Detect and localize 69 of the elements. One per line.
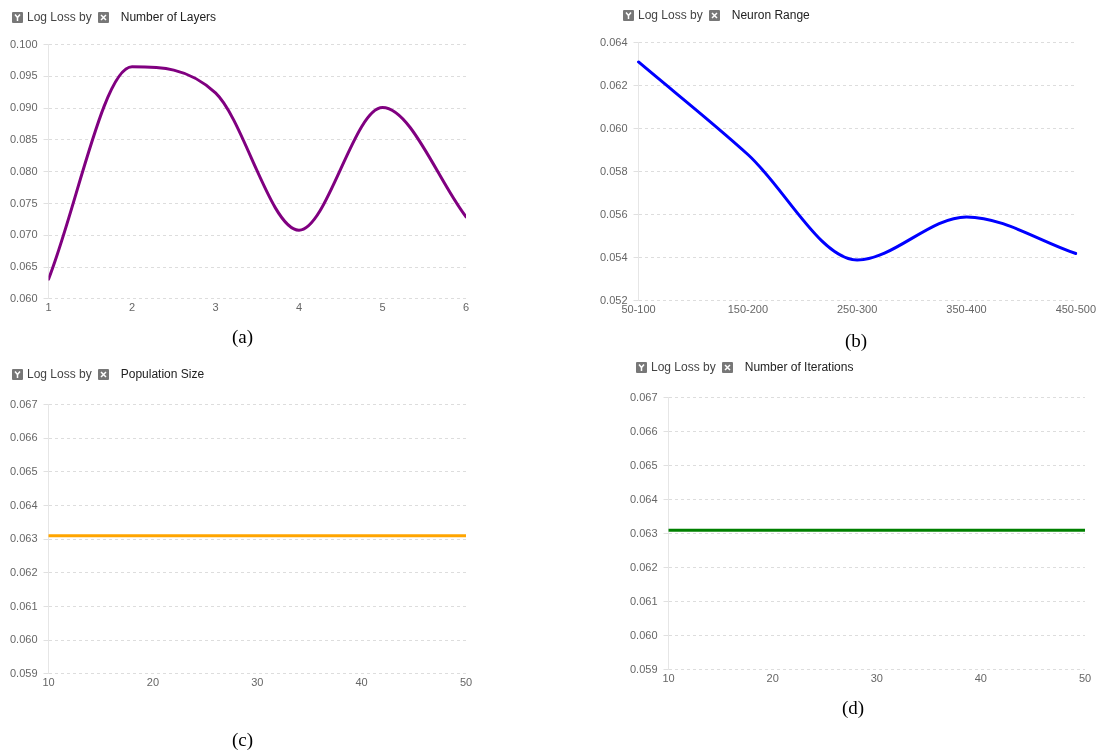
y-tick-label: 0.058: [600, 164, 628, 177]
x-axis-title: Neuron Range: [731, 8, 810, 22]
y-tick-label: 0.059: [10, 666, 38, 679]
x-tick-label: 2: [128, 301, 136, 314]
y-tick-label: 0.065: [10, 260, 38, 273]
x-tick-label: 150-200: [727, 303, 769, 316]
y-tick-label: 0.095: [10, 69, 38, 82]
x-tick-label: 5: [379, 301, 386, 314]
x-tick-label: 10: [662, 672, 675, 685]
y-tick-label: 0.060: [10, 633, 38, 646]
x-tick-label: 50: [1078, 672, 1092, 685]
line-series: [48, 65, 466, 281]
y-tick-label: 0.064: [600, 35, 628, 48]
y-tick-label: 0.062: [630, 560, 658, 573]
y-tick-label: 0.090: [10, 101, 38, 114]
x-tick-label: 30: [870, 672, 883, 685]
y-tick-label: 0.052: [600, 293, 628, 306]
x-tick-label: 350-400: [946, 303, 987, 316]
x-tick-label: 50-100: [621, 303, 656, 316]
x-axis-title: Number of Iterations: [744, 360, 854, 374]
x-axis-title: Number of Layers: [120, 10, 217, 24]
y-tick-label: 0.060: [10, 291, 38, 304]
chart-title: Log Loss by: [27, 367, 92, 381]
y-tick-label: 0.075: [10, 196, 38, 209]
x-tick-label: 6: [462, 301, 470, 314]
x-tick-label: 40: [355, 676, 368, 689]
y-tick-label: 0.067: [630, 390, 658, 403]
y-tick-label: 0.066: [630, 424, 658, 437]
x-tick-label: 10: [42, 676, 55, 689]
x-tick-label: 3: [212, 301, 219, 314]
y-tick-label: 0.064: [630, 492, 658, 505]
y-tick-label: 0.070: [10, 228, 38, 241]
x-tick-label: 50: [459, 676, 473, 689]
text: (b): [845, 330, 868, 352]
y-tick-label: 0.065: [630, 458, 658, 471]
y-tick-label: 0.061: [630, 594, 658, 607]
y-tick-label: 0.063: [10, 532, 38, 545]
y-tick-label: 0.060: [630, 628, 658, 641]
x-tick-label: 450-500: [1055, 303, 1096, 316]
x-tick-label: 30: [251, 676, 264, 689]
text: (d): [842, 697, 865, 719]
x-tick-label: 40: [974, 672, 988, 685]
x-tick-label: 20: [766, 672, 779, 685]
y-tick-label: 0.060: [600, 121, 628, 134]
x-tick-label: 1: [45, 301, 52, 314]
y-tick-label: 0.061: [10, 599, 38, 612]
y-tick-label: 0.062: [10, 565, 38, 578]
y-tick-label: 0.063: [630, 526, 658, 539]
x-tick-label: 4: [295, 301, 303, 314]
x-axis-title: Population Size: [120, 367, 205, 381]
line-series: [637, 60, 1078, 262]
chart-title: Log Loss by: [638, 8, 703, 22]
y-tick-label: 0.059: [630, 662, 658, 675]
x-tick-label: 250-300: [836, 303, 878, 316]
y-tick-label: 0.067: [10, 397, 38, 410]
x-tick-label: 20: [146, 676, 160, 689]
chart-title: Log Loss by: [651, 360, 716, 374]
y-tick-label: 0.056: [600, 207, 628, 220]
text: (a): [232, 326, 254, 348]
y-tick-label: 0.066: [10, 431, 38, 444]
y-tick-label: 0.062: [600, 78, 628, 91]
y-tick-label: 0.054: [600, 250, 628, 263]
y-tick-label: 0.064: [10, 498, 38, 511]
y-tick-label: 0.100: [10, 37, 38, 50]
chart-title: Log Loss by: [27, 10, 92, 24]
y-tick-label: 0.080: [10, 164, 38, 177]
y-tick-label: 0.085: [10, 132, 38, 145]
text: (c): [232, 729, 254, 751]
y-tick-label: 0.065: [10, 464, 38, 477]
